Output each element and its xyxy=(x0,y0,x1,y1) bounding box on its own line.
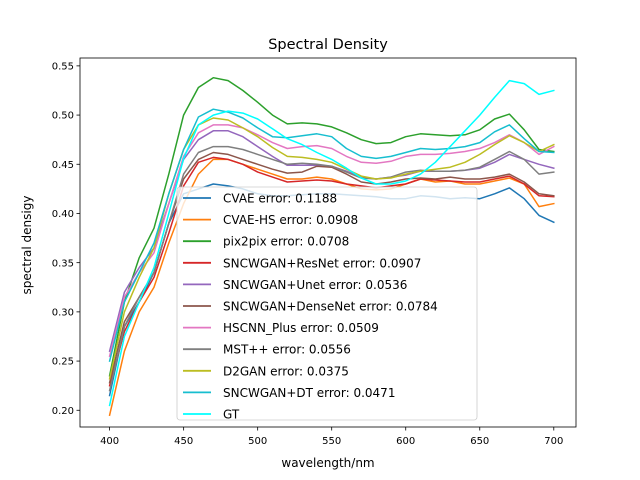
y-tick-label: 0.35 xyxy=(52,258,74,269)
x-tick-label: 700 xyxy=(544,436,563,447)
x-axis-label: wavelength/nm xyxy=(281,456,374,470)
y-axis-label: spectral densigy xyxy=(20,196,34,295)
y-tick-label: 0.45 xyxy=(52,160,74,171)
y-tick-label: 0.50 xyxy=(52,111,74,122)
legend-label: D2GAN error: 0.0375 xyxy=(223,364,349,378)
series-line-10 xyxy=(108,108,555,363)
legend-label: SNCWGAN+DenseNet error: 0.0784 xyxy=(223,300,438,314)
legend-label: SNCWGAN+Unet error: 0.0536 xyxy=(223,278,407,292)
legend-label: SNCWGAN+DT error: 0.0471 xyxy=(223,386,395,400)
legend-label: HSCNN_Plus error: 0.0509 xyxy=(223,321,379,335)
legend-label: SNCWGAN+ResNet error: 0.0907 xyxy=(223,256,421,270)
legend-label: pix2pix error: 0.0708 xyxy=(223,235,349,249)
x-tick-label: 650 xyxy=(470,436,489,447)
y-tick-label: 0.20 xyxy=(52,406,74,417)
series-line-6 xyxy=(108,151,555,384)
x-tick-label: 550 xyxy=(322,436,341,447)
y-tick-label: 0.55 xyxy=(52,61,74,72)
series-lines xyxy=(108,76,555,417)
series-line-8 xyxy=(108,145,555,392)
axes: 400 450 500 550 600 650 700 0.20 0.25 0.30 0.35 0.4… xyxy=(52,57,577,447)
legend-label: MST++ error: 0.0556 xyxy=(223,343,351,357)
plot-frame xyxy=(79,57,577,428)
legend-label: CVAE-HS error: 0.0908 xyxy=(223,213,358,227)
y-tick-label: 0.25 xyxy=(52,357,74,368)
y-tick-label: 0.40 xyxy=(52,209,74,220)
legend: CVAE error: 0.1188 CVAE-HS error: 0.0908 p… xyxy=(176,186,478,422)
legend-label: CVAE error: 0.1188 xyxy=(223,192,337,206)
y-tick-label: 0.30 xyxy=(52,307,74,318)
x-tick-label: 400 xyxy=(100,436,119,447)
chart-title: Spectral Density xyxy=(268,37,388,53)
series-line-4 xyxy=(108,156,555,387)
x-tick-label: 600 xyxy=(396,436,415,447)
series-line-3 xyxy=(108,76,555,377)
series-line-7 xyxy=(108,124,555,358)
x-tick-label: 450 xyxy=(174,436,193,447)
x-tick-label: 500 xyxy=(248,436,267,447)
legend-label: GT xyxy=(223,408,240,422)
series-line-11 xyxy=(108,79,555,407)
legend-box xyxy=(176,186,478,421)
